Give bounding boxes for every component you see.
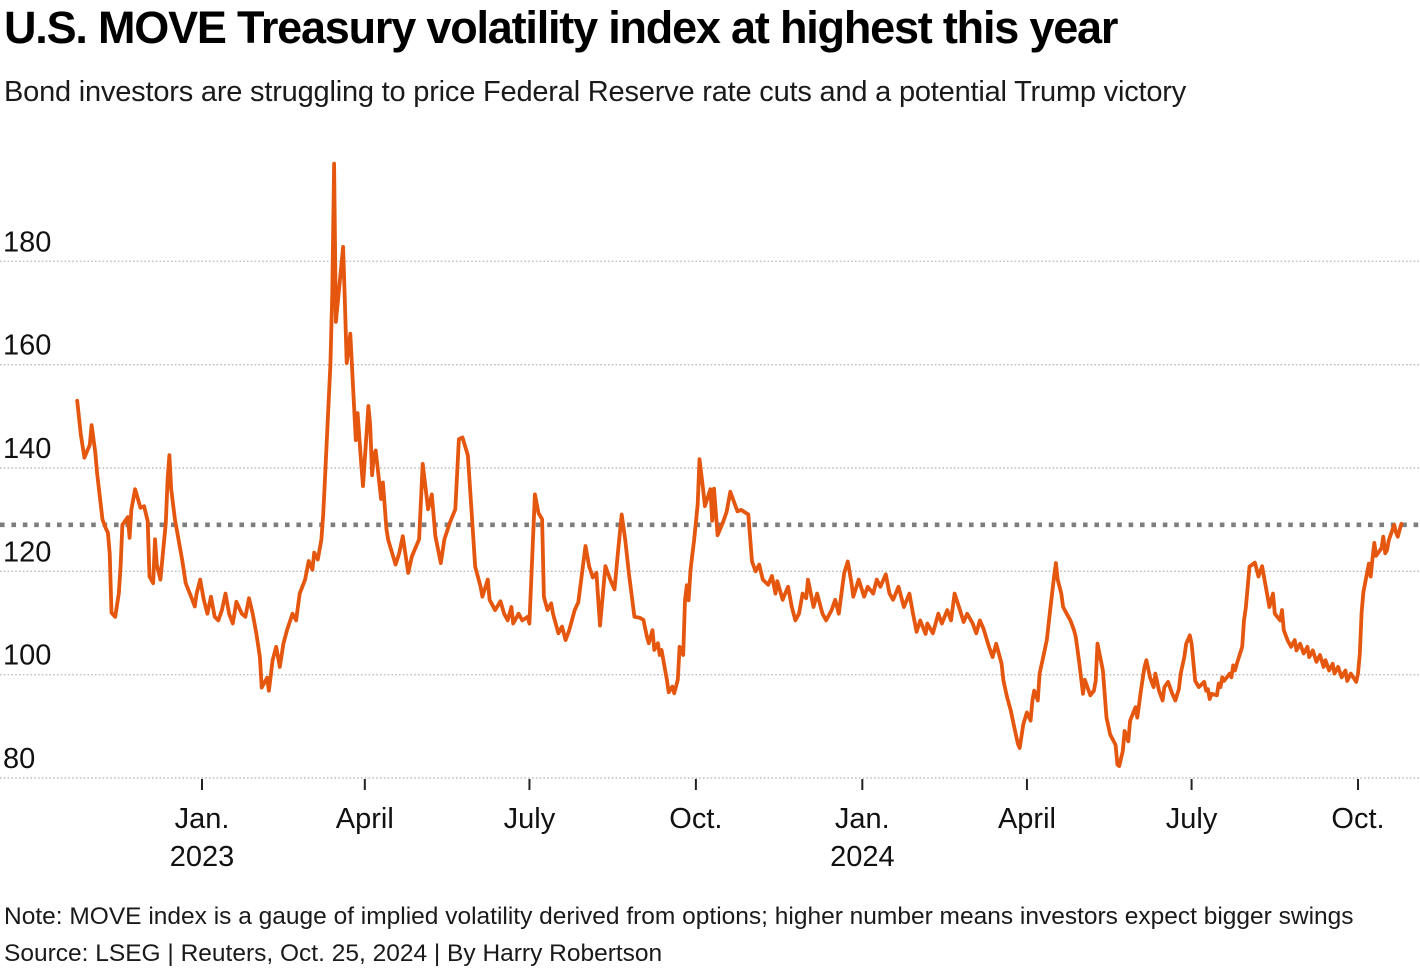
page-title: U.S. MOVE Treasury volatility index at h… bbox=[4, 2, 1118, 53]
x-tick-sublabel-0: 2023 bbox=[170, 841, 235, 873]
page-subtitle: Bond investors are struggling to price F… bbox=[4, 76, 1187, 108]
x-tick-label-4: Jan. bbox=[835, 803, 890, 835]
x-tick-label-0: Jan. bbox=[175, 803, 230, 835]
move-index-line bbox=[75, 161, 1404, 768]
y-tick-label-80: 80 bbox=[3, 743, 35, 775]
x-tick-label-7: Oct. bbox=[1331, 803, 1384, 835]
y-tick-label-120: 120 bbox=[3, 536, 51, 568]
x-tick-label-3: Oct. bbox=[669, 803, 722, 835]
chart-note: Note: MOVE index is a gauge of implied v… bbox=[4, 903, 1354, 930]
y-tick-label-100: 100 bbox=[3, 640, 51, 672]
x-tick-label-1: April bbox=[336, 803, 394, 835]
x-tick-label-5: April bbox=[998, 803, 1056, 835]
x-tick-label-6: July bbox=[1166, 803, 1218, 835]
x-tick-label-2: July bbox=[504, 803, 556, 835]
x-tick-sublabel-4: 2024 bbox=[830, 841, 895, 873]
chart-source: Source: LSEG | Reuters, Oct. 25, 2024 | … bbox=[4, 940, 663, 967]
y-tick-label-180: 180 bbox=[3, 226, 51, 258]
y-tick-label-140: 140 bbox=[3, 433, 51, 465]
y-tick-label-160: 160 bbox=[3, 330, 51, 362]
